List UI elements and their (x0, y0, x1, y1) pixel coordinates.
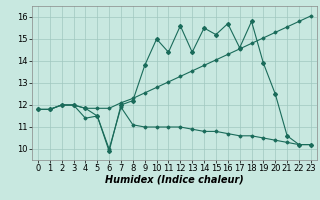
X-axis label: Humidex (Indice chaleur): Humidex (Indice chaleur) (105, 175, 244, 185)
